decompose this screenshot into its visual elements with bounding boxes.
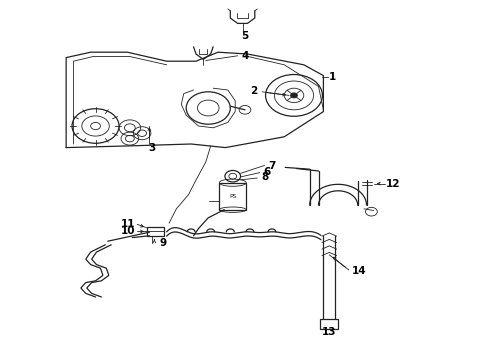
Text: 9: 9 [159, 238, 167, 248]
Text: 12: 12 [386, 179, 401, 189]
Bar [147, 227, 164, 236]
Bar [320, 319, 338, 329]
Text: 10: 10 [121, 226, 136, 237]
Bar [219, 183, 246, 210]
Text: 11: 11 [121, 219, 136, 229]
Circle shape [291, 93, 297, 98]
Text: 1: 1 [329, 72, 337, 82]
Text: 5: 5 [242, 31, 248, 41]
Text: 13: 13 [322, 327, 337, 337]
Text: 7: 7 [268, 161, 275, 171]
Text: 8: 8 [261, 172, 269, 182]
Text: 4: 4 [242, 51, 249, 61]
Text: 14: 14 [351, 266, 366, 276]
Text: 2: 2 [250, 86, 257, 96]
Text: PS: PS [229, 194, 237, 199]
Text: 6: 6 [263, 167, 270, 177]
Text: 3: 3 [148, 143, 155, 153]
